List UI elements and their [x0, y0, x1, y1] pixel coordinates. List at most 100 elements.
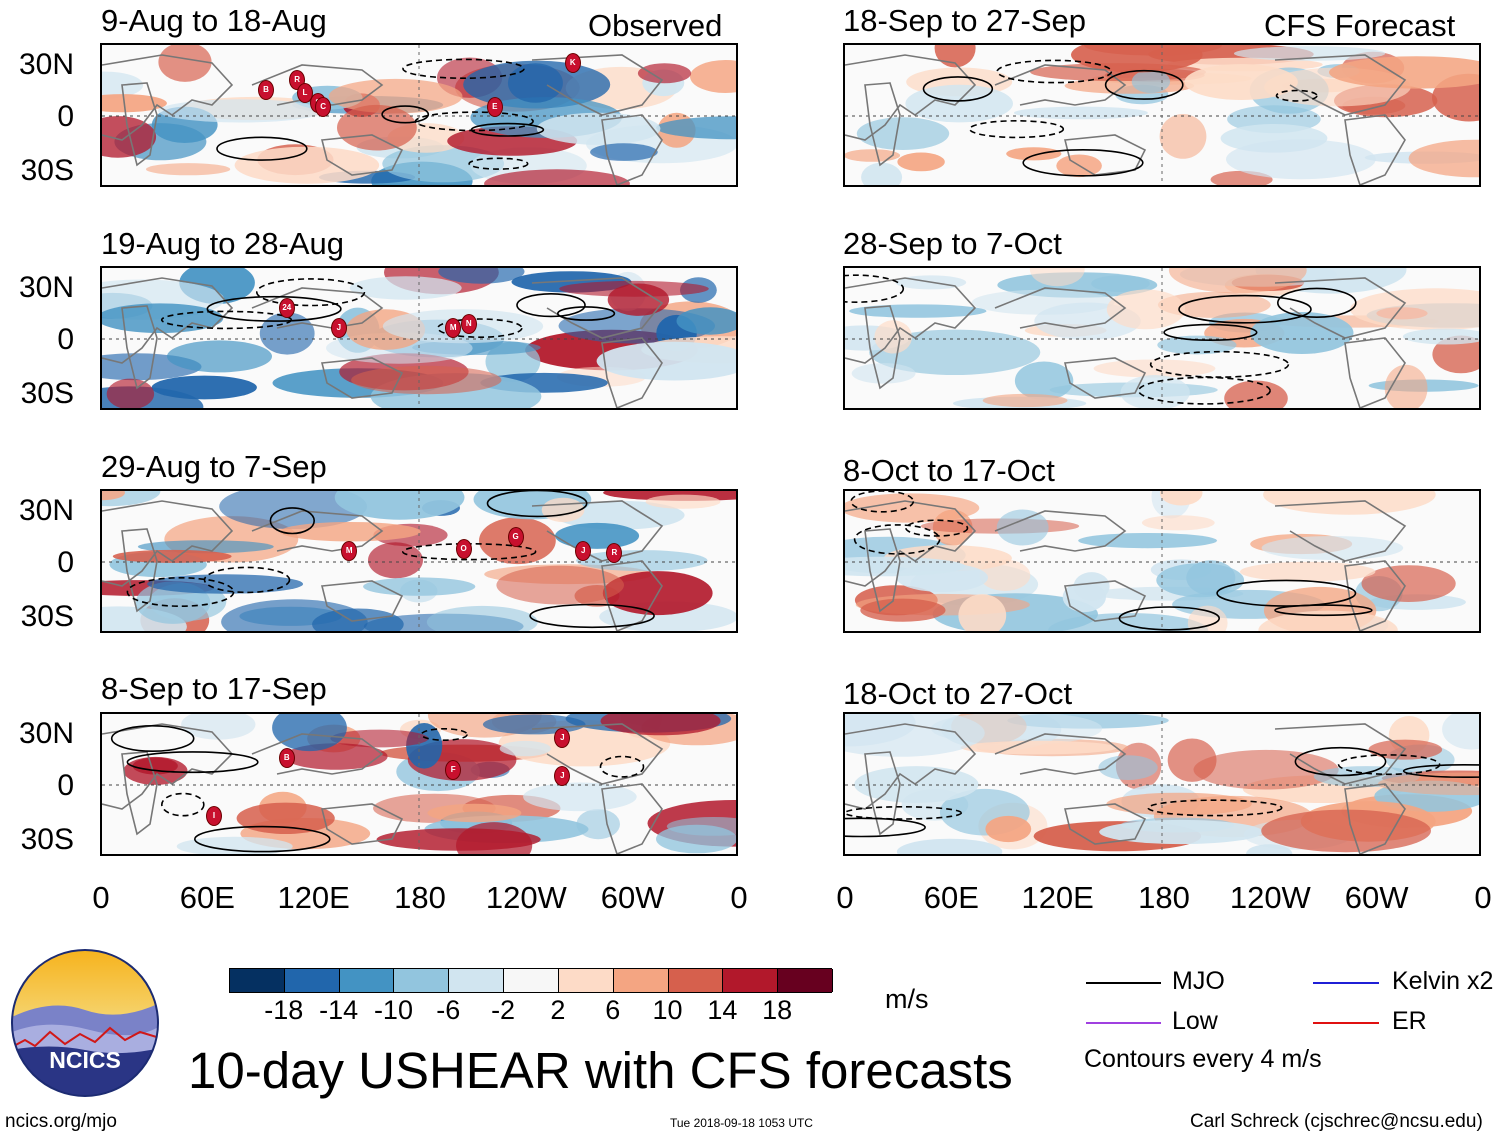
shear-anomaly [234, 146, 380, 184]
shear-anomaly [1261, 536, 1404, 560]
shear-anomaly [482, 714, 586, 735]
shear-anomaly [102, 94, 167, 113]
shear-anomaly [221, 599, 368, 631]
mjo-contour [126, 577, 235, 608]
longitude-label: 0 [92, 880, 110, 915]
shear-anomaly [328, 78, 463, 114]
mjo-contour [160, 310, 293, 330]
coastline [1274, 723, 1407, 785]
coastline [320, 357, 404, 399]
shear-field [102, 714, 736, 854]
shear-anomaly [523, 782, 637, 812]
mjo-contour [599, 755, 645, 778]
storm-marker: B [258, 80, 274, 100]
shear-anomaly [851, 363, 916, 384]
coastline [121, 82, 158, 167]
mjo-contour [436, 318, 523, 339]
mjo-contour [126, 751, 259, 774]
shear-anomaly [1258, 610, 1398, 631]
coastline [1344, 560, 1406, 631]
longitude-label: 120E [277, 880, 350, 915]
mjo-line [1086, 982, 1161, 984]
shear-map [843, 712, 1481, 856]
shear-anomaly [869, 329, 1041, 375]
mjo-contour [256, 278, 366, 307]
shear-anomaly [1120, 375, 1190, 408]
shear-anomaly [507, 63, 563, 103]
shear-anomaly [1013, 106, 1148, 120]
colorbar-swatch [504, 969, 559, 992]
mjo-contour [1163, 323, 1258, 342]
shear-anomaly [1226, 139, 1376, 180]
colorbar [229, 968, 833, 993]
legend-note: Contours every 4 m/s [1084, 1045, 1322, 1073]
latitude-label: 0 [57, 323, 74, 356]
colorbar-tick-label: -2 [491, 995, 516, 1025]
ncics-logo: NCICS [10, 948, 160, 1098]
shear-map [843, 489, 1481, 633]
mjo-contour [1178, 294, 1312, 324]
storm-marker: L [297, 83, 313, 103]
longitude-label: 180 [394, 880, 446, 915]
longitude-label: 60W [600, 880, 665, 915]
shear-anomaly [1131, 69, 1171, 94]
shear-anomaly [555, 500, 685, 530]
shear-anomaly [176, 836, 293, 854]
mjo-contour [194, 825, 331, 853]
coastline [1274, 54, 1407, 116]
mjo-contour [420, 728, 468, 741]
panel-title: 18-Oct to 27-Oct [843, 676, 1073, 711]
storm-marker: J [554, 766, 571, 786]
shear-anomaly [1263, 491, 1436, 515]
legend-low: Low [1172, 1007, 1218, 1035]
coastline [994, 510, 1127, 552]
shear-anomaly [146, 163, 231, 176]
shear-anomaly [666, 817, 736, 836]
shear-field [845, 491, 1479, 631]
shear-anomaly [1073, 572, 1110, 601]
mjo-contour [845, 817, 926, 838]
shear-anomaly [541, 497, 585, 523]
shear-anomaly [147, 574, 304, 594]
shear-anomaly [349, 276, 462, 300]
shear-anomaly [1184, 64, 1298, 100]
shear-anomaly [382, 145, 505, 183]
storm-marker: O [455, 539, 472, 559]
shear-anomaly [1006, 147, 1062, 161]
colorbar-tick-label: -6 [436, 995, 461, 1025]
shear-anomaly [157, 99, 324, 123]
longitude-label: 60E [179, 880, 235, 915]
mjo-contour [1104, 69, 1184, 100]
legend-mjo: MJO [1172, 967, 1225, 995]
mjo-contour [1275, 89, 1318, 102]
storm-marker: J [554, 728, 571, 748]
longitude-label: 180 [1138, 880, 1190, 915]
coastline [251, 287, 384, 329]
panel-title: 8-Sep to 17-Sep [101, 671, 327, 706]
shear-anomaly [849, 304, 987, 318]
storm-marker: F [445, 760, 462, 780]
shear-anomaly [1159, 491, 1203, 506]
coastline [1063, 357, 1147, 399]
shear-anomaly [351, 365, 502, 395]
mjo-contour [269, 507, 316, 535]
shear-anomaly [496, 565, 624, 605]
colorbar-tick-label: 14 [707, 995, 738, 1025]
mjo-contour [1022, 149, 1144, 177]
storm-marker: M [445, 318, 462, 338]
shear-anomaly [979, 559, 1031, 591]
storm-marker: R [606, 543, 623, 563]
latitude-label: 30N [18, 271, 74, 304]
shear-anomaly [1261, 809, 1431, 853]
shear-field [102, 268, 736, 408]
shear-anomaly [576, 809, 620, 840]
shear-anomaly [960, 740, 1118, 755]
low-line [1086, 1022, 1161, 1024]
mjo-contour [1274, 604, 1373, 617]
coastline [601, 783, 663, 854]
coastline [994, 287, 1127, 329]
coastline [1063, 580, 1147, 622]
footer-url[interactable]: ncics.org/mjo [5, 1111, 117, 1132]
coastline [1274, 277, 1407, 339]
